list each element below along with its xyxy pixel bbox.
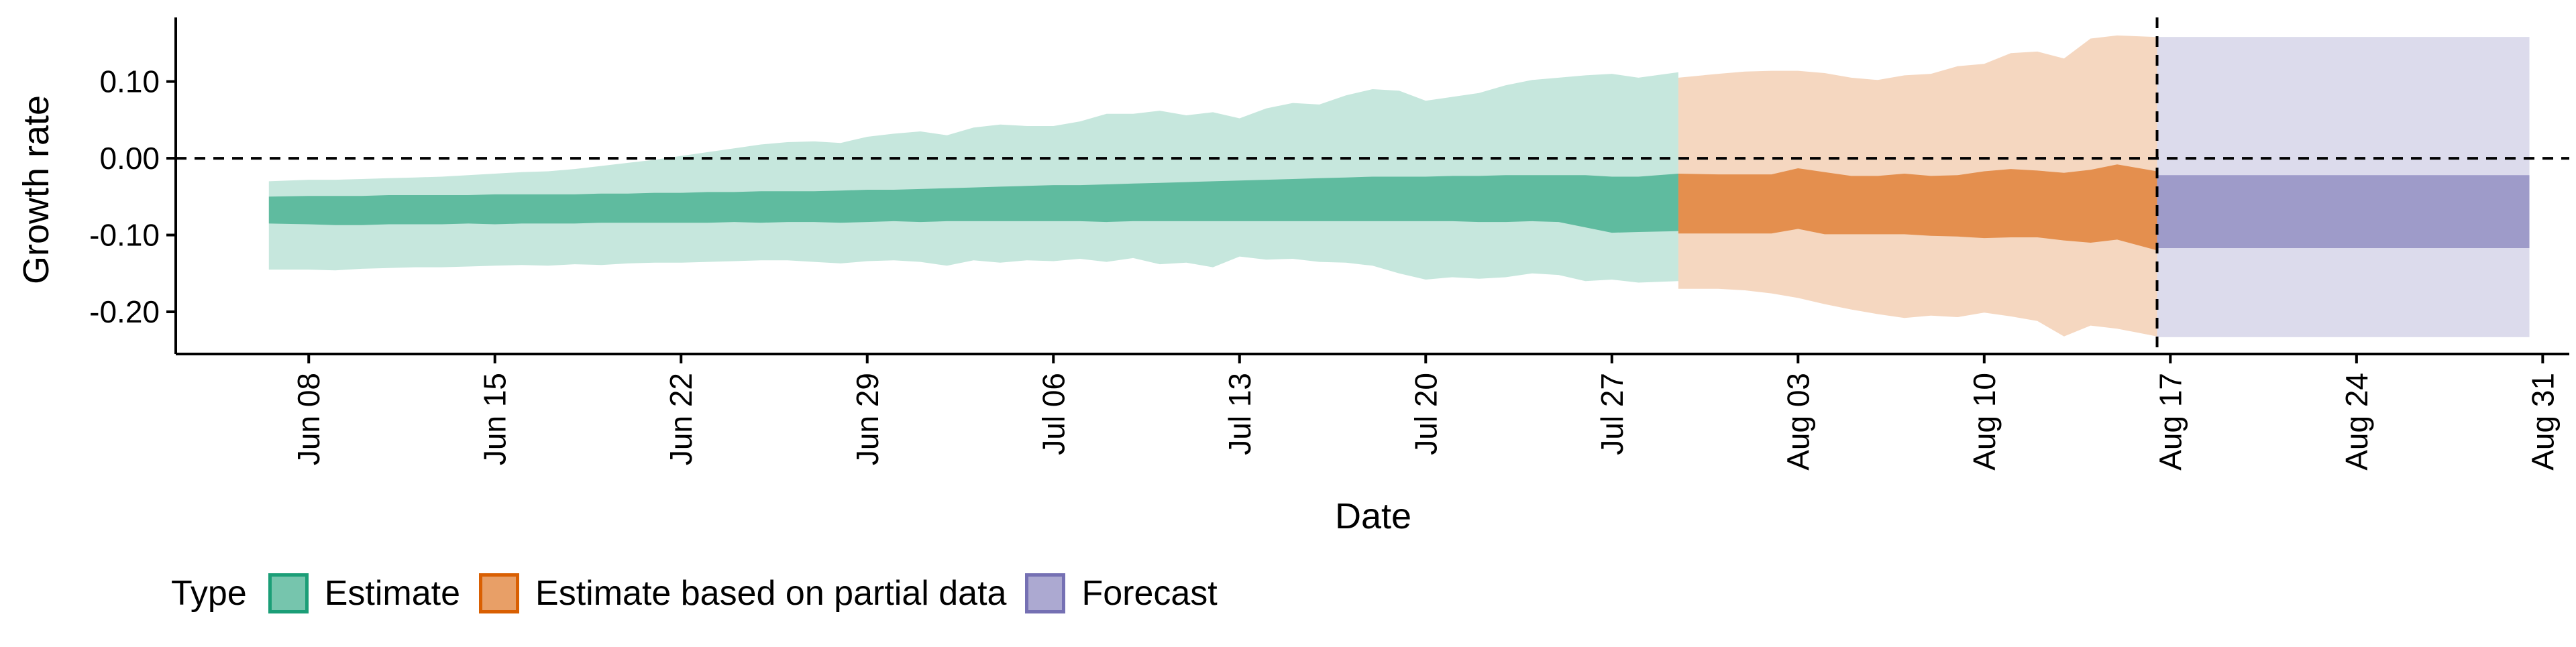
legend-key-partial (479, 573, 520, 613)
x-tick-label: Jun 29 (850, 373, 885, 465)
legend-label-estimate: Estimate (324, 574, 461, 613)
legend-label-partial: Estimate based on partial data (535, 574, 1007, 613)
y-tick-label: -0.20 (89, 294, 160, 329)
y-tick-label: 0.10 (99, 64, 160, 99)
y-axis-label: Growth rate (16, 95, 56, 284)
legend-item-estimate: Estimate (268, 573, 460, 613)
legend-title: Type (171, 574, 247, 613)
x-tick-label: Aug 10 (1967, 373, 2002, 471)
forecast-band-50 (2157, 175, 2530, 249)
legend-item-forecast: Forecast (1025, 573, 1218, 613)
y-tick-label: 0.00 (99, 141, 160, 176)
x-tick-label: Aug 24 (2339, 373, 2374, 471)
x-tick-label: Jul 13 (1222, 373, 1257, 455)
x-tick-label: Aug 03 (1780, 373, 1815, 471)
y-tick-label: -0.10 (89, 218, 160, 253)
x-tick-label: Jul 20 (1408, 373, 1443, 455)
partial-band-50 (1678, 164, 2157, 251)
legend-key-forecast (1025, 573, 1066, 613)
x-tick-label: Jul 27 (1595, 373, 1629, 455)
x-tick-label: Jul 06 (1036, 373, 1071, 455)
estimate-band-50 (268, 174, 1678, 233)
legend-item-partial: Estimate based on partial data (479, 573, 1006, 613)
legend-label-forecast: Forecast (1081, 574, 1218, 613)
x-tick-label: Jun 15 (478, 373, 513, 465)
x-tick-label: Aug 31 (2525, 373, 2560, 471)
legend: Type Estimate Estimate based on partial … (171, 573, 1236, 613)
legend-key-estimate (268, 573, 309, 613)
estimate-band-90 (268, 72, 1678, 283)
band-layer (268, 35, 2530, 337)
x-tick-label: Jun 08 (291, 373, 326, 465)
reference-lines (176, 17, 2569, 354)
x-axis-label: Date (1335, 496, 1411, 536)
x-tick-label: Aug 17 (2153, 373, 2188, 471)
axes: -0.20 -0.10 0.00 0.10 Jun 08 Jun 15 Jun 22 Jun … (89, 17, 2569, 471)
x-tick-label: Jun 22 (663, 373, 698, 465)
